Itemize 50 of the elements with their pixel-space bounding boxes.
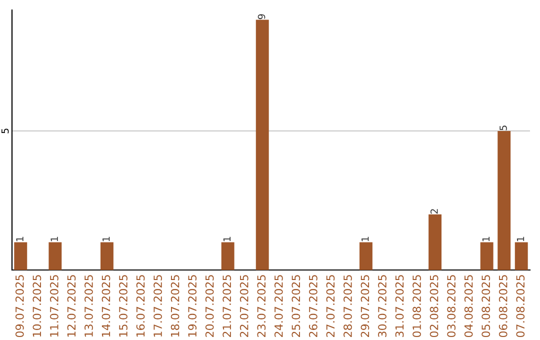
x-tick-label: 31.07.2025 — [395, 275, 404, 337]
bar — [221, 242, 234, 270]
x-tick-label: 04.08.2025 — [464, 275, 473, 338]
x-tick-label: 20.07.2025 — [205, 275, 214, 337]
bar — [480, 242, 494, 270]
bar — [48, 242, 62, 270]
x-tick-label: 23.07.2025 — [257, 275, 266, 337]
bar — [498, 130, 511, 270]
data-label: 1 — [102, 236, 110, 242]
x-tick-label: 22.07.2025 — [240, 275, 248, 337]
x-tick-label: 02.08.2025 — [430, 275, 438, 338]
x-tick-label: 11.07.2025 — [50, 275, 58, 337]
x-tick-label: 07.08.2025 — [516, 275, 525, 338]
bar — [256, 20, 269, 270]
x-tick-label: 16.07.2025 — [136, 275, 145, 337]
x-tick-label: 28.07.2025 — [344, 275, 352, 337]
x-tick-label: 12.07.2025 — [67, 275, 76, 337]
bar — [359, 242, 372, 270]
x-tick-label: 01.08.2025 — [412, 275, 421, 338]
x-tick-label: 30.07.2025 — [378, 275, 386, 337]
x-tick-label: 26.07.2025 — [308, 275, 318, 337]
x-tick-label: 15.07.2025 — [119, 275, 128, 337]
x-tick-label: 09.07.2025 — [15, 275, 24, 338]
x-tick-label: 24.07.2025 — [274, 275, 283, 337]
x-tick-label: 18.07.2025 — [170, 275, 180, 337]
x-tick-label: 29.07.2025 — [360, 275, 370, 337]
x-tick-label: 21.07.2025 — [222, 275, 232, 337]
bar — [14, 242, 28, 270]
x-tick-label: 14.07.2025 — [102, 275, 110, 337]
x-tick-label: 10.07.2025 — [32, 275, 42, 337]
x-tick-label: 19.07.2025 — [188, 275, 197, 337]
x-tick-label: 06.08.2025 — [498, 275, 508, 338]
x-tick-label: 17.07.2025 — [154, 275, 162, 337]
bar — [514, 242, 528, 270]
data-label: 1 — [516, 236, 524, 242]
data-label: 1 — [482, 236, 490, 242]
data-label: 9 — [258, 14, 266, 20]
bar — [428, 214, 442, 270]
data-label: 1 — [362, 236, 369, 242]
bar — [100, 242, 114, 270]
data-label: 2 — [430, 209, 438, 214]
x-tick-label: 03.08.2025 — [447, 275, 456, 338]
data-label: 1 — [50, 236, 58, 242]
x-tick-label: 27.07.2025 — [326, 275, 335, 337]
x-tick-label: 25.07.2025 — [292, 275, 300, 337]
x-tick-label: 05.08.2025 — [482, 275, 490, 338]
x-tick-label: 13.07.2025 — [84, 275, 93, 337]
data-label: 5 — [500, 126, 507, 130]
data-label: 1 — [223, 236, 231, 242]
data-label: 1 — [16, 236, 24, 242]
